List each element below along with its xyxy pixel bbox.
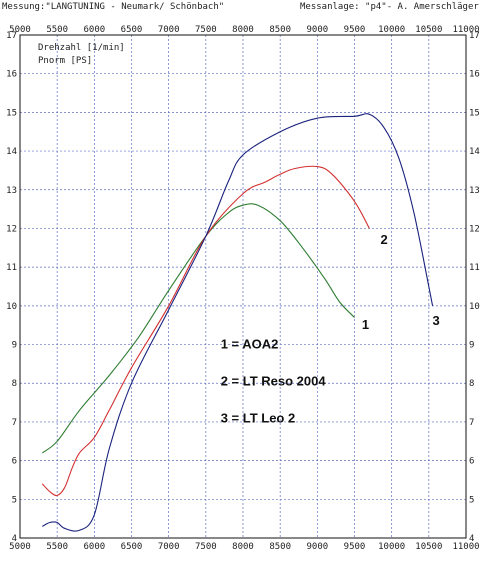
y-tick-label-left: 9	[12, 341, 17, 351]
y-tick-label-left: 16	[6, 70, 17, 80]
y-tick-label-left: 7	[12, 418, 17, 428]
curve-label-3: 3	[433, 313, 440, 328]
y-tick-label-right: 5	[469, 495, 474, 505]
legend-entry-3: 3 = LT Leo 2	[221, 410, 296, 425]
x-tick-label-bottom: 7000	[158, 542, 180, 552]
plot-frame	[19, 34, 467, 539]
x-tick-label-bottom: 10000	[378, 542, 405, 552]
y-tick-label-left: 5	[12, 495, 17, 505]
bench-title: Messanlage: "p4"- A. Amerschläger	[300, 2, 479, 12]
x-tick-label-top: 5500	[46, 25, 68, 35]
x-tick-label-bottom: 8500	[269, 542, 291, 552]
x-tick-label-top: 5000	[9, 25, 31, 35]
curve-label-2: 2	[381, 232, 388, 247]
y-tick-label-right: 9	[469, 341, 474, 351]
y-tick-label-right: 10	[469, 302, 480, 312]
legend-entry-1: 1 = AOA2	[221, 336, 279, 351]
x-tick-label-top: 6000	[83, 25, 105, 35]
y-tick-label-left: 6	[12, 457, 17, 467]
y-tick-label-left: 17	[6, 31, 17, 41]
y-tick-label-left: 12	[6, 224, 17, 234]
x-tick-label-top: 7500	[195, 25, 217, 35]
curve-label-1: 1	[362, 317, 369, 332]
y-tick-label-right: 7	[469, 418, 474, 428]
y-tick-label-right: 14	[469, 147, 480, 157]
x-tick-label-bottom: 6500	[121, 542, 143, 552]
legend-entry-2: 2 = LT Reso 2004	[221, 373, 327, 388]
series-1-line	[41, 203, 355, 454]
x-tick-label-top: 8000	[232, 25, 254, 35]
y-tick-label-left: 13	[6, 186, 17, 196]
y-tick-label-left: 14	[6, 147, 17, 157]
series-2-line	[41, 165, 370, 497]
x-tick-label-bottom: 7500	[195, 542, 217, 552]
x-axis-title: Drehzahl [1/min]	[38, 43, 125, 53]
x-tick-label-bottom: 6000	[83, 542, 105, 552]
y-tick-label-left: 11	[6, 263, 17, 273]
x-tick-label-top: 7000	[158, 25, 180, 35]
x-tick-label-top: 10000	[378, 25, 405, 35]
x-tick-label-top: 10500	[415, 25, 442, 35]
y-tick-label-right: 15	[469, 108, 480, 118]
x-tick-label-bottom: 5500	[46, 542, 68, 552]
x-tick-label-top: 11000	[452, 25, 479, 35]
y-tick-label-left: 10	[6, 302, 17, 312]
x-tick-label-top: 8500	[269, 25, 291, 35]
x-tick-label-bottom: 9000	[306, 542, 328, 552]
series-3-line	[42, 113, 434, 532]
y-tick-label-right: 4	[469, 534, 474, 544]
x-tick-label-top: 9000	[306, 25, 328, 35]
y-tick-label-right: 16	[469, 70, 480, 80]
measurement-title: Messung:"LANGTUNING - Neumark/ Schönbach…	[2, 2, 225, 12]
x-tick-label-bottom: 10500	[415, 542, 442, 552]
x-tick-label-bottom: 11000	[452, 542, 479, 552]
x-tick-label-bottom: 8000	[232, 542, 254, 552]
y-tick-label-right: 12	[469, 224, 480, 234]
y-tick-label-right: 13	[469, 186, 480, 196]
x-tick-label-bottom: 9500	[344, 542, 366, 552]
x-tick-label-top: 9500	[344, 25, 366, 35]
y-tick-label-right: 6	[469, 457, 474, 467]
y-tick-label-left: 15	[6, 108, 17, 118]
y-tick-label-left: 8	[12, 379, 17, 389]
y-tick-label-right: 8	[469, 379, 474, 389]
x-tick-label-top: 6500	[121, 25, 143, 35]
y-tick-label-right: 17	[469, 31, 480, 41]
y-tick-label-right: 11	[469, 263, 480, 273]
x-tick-label-bottom: 5000	[9, 542, 31, 552]
y-axis-title: Pnorm [PS]	[38, 56, 92, 66]
y-tick-label-left: 4	[12, 534, 17, 544]
